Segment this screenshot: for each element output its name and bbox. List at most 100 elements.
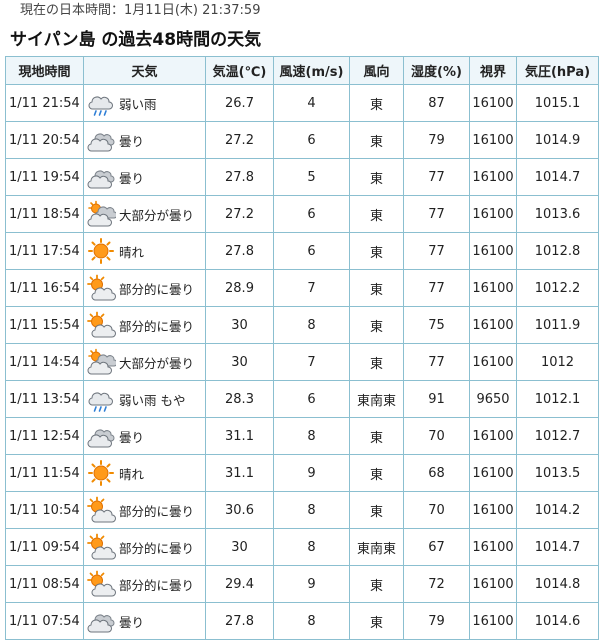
weather-label: 晴れ	[119, 244, 145, 260]
cell-wind-speed: 8	[273, 491, 350, 529]
cell-time: 1/11 19:54	[5, 158, 84, 196]
weather-label: 弱い雨 もや	[119, 392, 186, 408]
column-header-temperature: 気温(℃)	[205, 56, 274, 85]
cell-wind-direction: 東	[349, 491, 404, 529]
table-row: 1/11 08:54 部分的に曇り 29.4 9 東 72 16100 1014.8	[5, 565, 599, 603]
cell-pressure: 1014.7	[516, 528, 599, 566]
cell-pressure: 1015.1	[516, 84, 599, 122]
cell-wind-direction: 東	[349, 565, 404, 603]
table-row: 1/11 14:54 大部分が曇り 30 7 東 77 16100 1012	[5, 343, 599, 381]
mostly-cloudy-icon	[86, 200, 116, 228]
weather-label: 部分的に曇り	[119, 503, 195, 519]
cell-wind-speed: 5	[273, 158, 350, 196]
cell-wind-speed: 8	[273, 306, 350, 344]
cell-weather: 部分的に曇り	[83, 269, 206, 307]
cell-wind-speed: 8	[273, 602, 350, 640]
cell-pressure: 1012.8	[516, 232, 599, 270]
cell-temperature: 27.2	[205, 195, 274, 233]
cell-pressure: 1012.2	[516, 269, 599, 307]
cell-wind-direction: 東	[349, 417, 404, 455]
column-header-visibility: 視界	[469, 56, 517, 85]
table-row: 1/11 13:54 弱い雨 もや 28.3 6 東南東 91 9650 1012.1	[5, 380, 599, 418]
cell-weather: 曇り	[83, 417, 206, 455]
cloudy-icon	[86, 126, 116, 154]
cell-humidity: 67	[403, 528, 470, 566]
cell-wind-direction: 東	[349, 158, 404, 196]
cell-humidity: 79	[403, 602, 470, 640]
partly-cloudy-icon	[86, 570, 116, 598]
cell-humidity: 79	[403, 121, 470, 159]
cell-wind-direction: 東南東	[349, 380, 404, 418]
partly-cloudy-icon	[86, 274, 116, 302]
cell-time: 1/11 09:54	[5, 528, 84, 566]
cell-wind-direction: 東	[349, 195, 404, 233]
cell-weather: 大部分が曇り	[83, 195, 206, 233]
partly-cloudy-icon	[86, 496, 116, 524]
cell-time: 1/11 15:54	[5, 306, 84, 344]
cloudy-icon	[86, 163, 116, 191]
cell-time: 1/11 16:54	[5, 269, 84, 307]
weather-label: 曇り	[119, 614, 145, 630]
cell-visibility: 16100	[469, 417, 517, 455]
cell-wind-direction: 東	[349, 121, 404, 159]
table-row: 1/11 16:54 部分的に曇り 28.9 7 東 77 16100 1012.2	[5, 269, 599, 307]
weather-label: 部分的に曇り	[119, 577, 195, 593]
cell-humidity: 68	[403, 454, 470, 492]
cell-temperature: 27.8	[205, 232, 274, 270]
column-header-weather: 天気	[83, 56, 206, 85]
cell-visibility: 16100	[469, 84, 517, 122]
cell-wind-direction: 東	[349, 306, 404, 344]
cell-wind-direction: 東	[349, 602, 404, 640]
partly-cloudy-icon	[86, 533, 116, 561]
cell-temperature: 30	[205, 528, 274, 566]
table-row: 1/11 21:54 弱い雨 26.7 4 東 87 16100 1015.1	[5, 84, 599, 122]
cell-visibility: 16100	[469, 528, 517, 566]
cell-temperature: 27.8	[205, 158, 274, 196]
cell-wind-direction: 東	[349, 232, 404, 270]
sunny-icon	[86, 459, 116, 487]
cell-temperature: 30.6	[205, 491, 274, 529]
cell-time: 1/11 12:54	[5, 417, 84, 455]
cell-pressure: 1012.1	[516, 380, 599, 418]
cell-humidity: 77	[403, 269, 470, 307]
cell-weather: 曇り	[83, 602, 206, 640]
cell-wind-speed: 6	[273, 380, 350, 418]
light-rain-icon	[86, 89, 116, 117]
cell-time: 1/11 18:54	[5, 195, 84, 233]
weather-label: 晴れ	[119, 466, 145, 482]
cell-visibility: 16100	[469, 565, 517, 603]
cell-pressure: 1014.8	[516, 565, 599, 603]
cell-weather: 晴れ	[83, 232, 206, 270]
table-row: 1/11 10:54 部分的に曇り 30.6 8 東 70 16100 1014.2	[5, 491, 599, 529]
weather-label: 弱い雨	[119, 96, 157, 112]
weather-label: 曇り	[119, 170, 145, 186]
cell-wind-direction: 東南東	[349, 528, 404, 566]
cell-wind-direction: 東	[349, 269, 404, 307]
cell-temperature: 31.1	[205, 417, 274, 455]
table-row: 1/11 12:54 曇り 31.1 8 東 70 16100 1012.7	[5, 417, 599, 455]
table-row: 1/11 07:54 曇り 27.8 8 東 79 16100 1014.6	[5, 602, 599, 640]
cell-visibility: 16100	[469, 491, 517, 529]
cell-pressure: 1013.6	[516, 195, 599, 233]
cell-time: 1/11 17:54	[5, 232, 84, 270]
cell-wind-speed: 9	[273, 454, 350, 492]
cell-wind-speed: 7	[273, 343, 350, 381]
cell-wind-direction: 東	[349, 454, 404, 492]
column-header-wind-direction: 風向	[349, 56, 404, 85]
cell-time: 1/11 10:54	[5, 491, 84, 529]
weather-label: 部分的に曇り	[119, 281, 195, 297]
table-header-row: 現地時間 天気 気温(℃) 風速(m/s) 風向 湿度(%) 視界 気圧(hPa…	[5, 56, 599, 85]
cell-wind-speed: 8	[273, 528, 350, 566]
partly-cloudy-icon	[86, 311, 116, 339]
cell-humidity: 77	[403, 343, 470, 381]
cell-pressure: 1013.5	[516, 454, 599, 492]
cell-visibility: 16100	[469, 121, 517, 159]
cell-pressure: 1014.6	[516, 602, 599, 640]
weather-label: 部分的に曇り	[119, 540, 195, 556]
cell-visibility: 16100	[469, 306, 517, 344]
cell-visibility: 16100	[469, 343, 517, 381]
cell-temperature: 30	[205, 306, 274, 344]
cell-weather: 晴れ	[83, 454, 206, 492]
cell-time: 1/11 21:54	[5, 84, 84, 122]
cell-time: 1/11 08:54	[5, 565, 84, 603]
